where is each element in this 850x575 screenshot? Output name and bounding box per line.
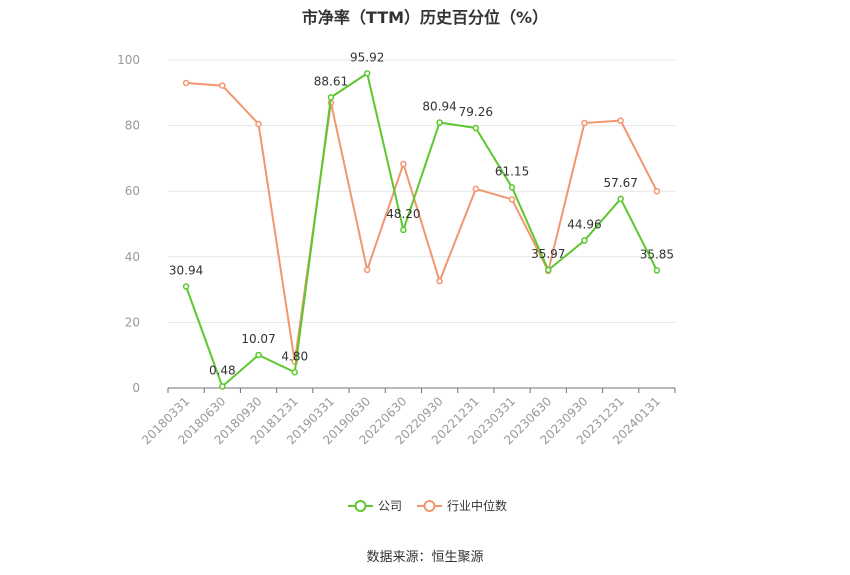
data-point — [472, 185, 480, 193]
data-label: 88.61 — [314, 74, 348, 88]
series — [182, 70, 661, 390]
y-tick-label: 80 — [125, 119, 140, 133]
grid-lines — [168, 59, 675, 323]
legend-marker — [423, 500, 436, 512]
data-label: 0.48 — [209, 363, 236, 377]
data-point — [182, 283, 190, 290]
legend: 公司 行业中位数 — [348, 498, 507, 513]
data-label: 95.92 — [350, 50, 384, 64]
data-point — [436, 277, 443, 285]
chart-title: 市净率（TTM）历史百分位（%） — [301, 8, 549, 27]
legend-label: 公司 — [378, 499, 402, 513]
data-point — [255, 120, 262, 128]
legend-item-industry-median: 行业中位数 — [417, 498, 507, 513]
data-point — [581, 119, 588, 127]
data-point — [291, 369, 298, 376]
data-point — [363, 266, 371, 274]
data-point — [182, 79, 190, 87]
y-tick-label: 60 — [125, 184, 140, 198]
data-point — [327, 94, 335, 101]
data-point — [363, 70, 371, 77]
data-point — [545, 266, 552, 274]
data-point — [219, 82, 226, 89]
series-line-company — [185, 72, 658, 388]
data-label: 61.15 — [495, 164, 529, 178]
axes: 0204060801002018033120180630201809302018… — [117, 53, 676, 447]
data-source-note: 数据来源：恒生聚源 — [366, 550, 484, 565]
data-point — [653, 267, 661, 274]
data-label: 4.80 — [281, 349, 308, 363]
data-point — [219, 383, 226, 390]
legend-item-company: 公司 — [348, 499, 402, 513]
data-point — [653, 187, 661, 195]
data-point — [617, 195, 624, 203]
data-point — [508, 196, 516, 203]
data-point — [400, 226, 407, 234]
data-label: 57.67 — [603, 176, 637, 190]
data-label: 79.26 — [459, 105, 493, 119]
y-tick-label: 40 — [125, 250, 140, 264]
series-line-industry-median — [186, 81, 658, 363]
data-label: 48.20 — [386, 207, 420, 221]
data-label: 44.96 — [567, 218, 601, 232]
data-label: 30.94 — [169, 264, 203, 278]
legend-marker — [354, 500, 367, 512]
data-point — [617, 117, 624, 124]
y-tick-label: 100 — [117, 53, 140, 67]
data-point — [255, 351, 262, 359]
y-tick-label: 0 — [132, 381, 140, 395]
data-point — [508, 184, 516, 191]
data-point — [436, 119, 443, 126]
data-label: 10.07 — [241, 332, 275, 346]
data-label: 35.85 — [640, 247, 674, 261]
y-tick-label: 20 — [125, 315, 140, 329]
legend-label: 行业中位数 — [447, 498, 507, 513]
data-point — [581, 237, 588, 244]
data-point — [400, 160, 407, 168]
data-label: 80.94 — [422, 100, 456, 114]
data-point — [472, 124, 480, 132]
data-label: 35.97 — [531, 247, 565, 261]
